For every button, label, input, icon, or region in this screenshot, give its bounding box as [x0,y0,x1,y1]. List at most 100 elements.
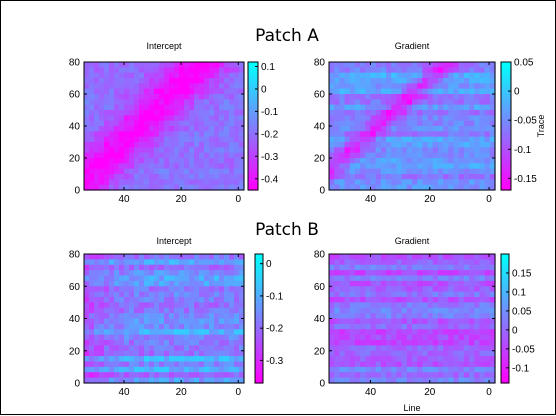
heatmap-cell [354,163,361,170]
heatmap-cell [189,142,195,148]
heatmap-cell [479,377,486,384]
heatmap-cell [224,313,230,320]
heatmap-cell [154,356,160,363]
heatmap-cell [469,318,475,325]
heatmap-cell [149,302,155,309]
heatmap-cell [453,254,460,260]
heatmap-cell [204,126,210,132]
heatmap-cell [375,104,382,111]
heatmap-cell [194,168,200,175]
heatmap-cell [114,254,120,260]
heatmap-cell [329,184,335,191]
heatmap-cell [339,334,346,341]
heatmap-cell [139,94,145,100]
heatmap-cell [89,323,95,330]
heatmap-cell [159,152,165,159]
y-tick-label: 40 [314,314,326,325]
colorbar-swatch [248,71,258,76]
heatmap-cell [432,254,439,260]
heatmap-cell [443,291,449,298]
heatmap-cell [99,94,105,100]
heatmap-cell [396,88,403,95]
heatmap-cell [139,291,145,298]
heatmap-cell [174,270,180,277]
heatmap-cell [224,340,230,346]
heatmap-cell [154,99,160,106]
heatmap-cell [375,361,382,368]
heatmap-cell [209,329,215,336]
heatmap-cell [234,329,240,336]
heatmap-cell [89,110,95,116]
heatmap-cell [458,67,465,74]
heatmap-cell [422,361,429,368]
heatmap-cell [119,83,125,90]
heatmap-cell [219,318,225,325]
heatmap-cell [199,62,205,68]
colorbar-swatch [255,344,263,349]
heatmap-cell [194,72,200,79]
heatmap-cell [396,142,403,148]
heatmap-cell [344,280,351,287]
heatmap-cell [169,83,175,90]
heatmap-cell [354,179,361,186]
heatmap-cell [396,179,403,186]
colorbar-swatch [501,113,511,117]
heatmap-cell [422,136,429,143]
heatmap-cell [164,323,170,330]
heatmap-cell [458,340,465,346]
heatmap-cell [344,372,351,379]
heatmap-cell [129,264,135,271]
heatmap-cell [489,286,496,293]
heatmap-cell [154,142,160,148]
heatmap-cell [344,286,351,293]
heatmap-cell [339,110,346,116]
colorbar-tick-label: -0.1 [261,107,279,118]
heatmap-cell [224,158,230,164]
heatmap-cell [479,275,486,282]
heatmap-cell [129,168,135,175]
heatmap-cell [84,329,90,336]
heatmap-cell [329,377,335,384]
colorbar-swatch [501,129,511,133]
heatmap-cell [149,259,155,266]
heatmap-cell [375,72,382,79]
heatmap-cell [386,259,392,266]
heatmap-cell [448,163,455,170]
heatmap-cell [489,291,496,298]
heatmap-cell [432,350,439,357]
heatmap-cell [339,356,346,363]
heatmap-cell [164,361,170,368]
heatmap-cell [365,366,372,373]
heatmap-cell [427,356,434,363]
heatmap-cell [214,318,220,325]
heatmap-cell [380,345,387,352]
heatmap-cell [109,131,115,138]
heatmap-cell [360,377,366,384]
heatmap-cell [339,340,346,346]
heatmap-cell [84,254,90,260]
heatmap-cell [391,318,398,325]
heatmap-cell [139,88,145,95]
heatmap-cell [204,152,210,159]
heatmap-cell [401,345,408,352]
heatmap-cell [199,291,205,298]
colorbar-swatch [248,138,258,143]
heatmap-cell [204,340,210,346]
heatmap-cell [204,78,210,84]
heatmap-cell [84,259,90,266]
heatmap-cell [443,67,449,74]
heatmap-cell [89,377,95,384]
heatmap-cell [354,62,361,68]
heatmap-cell [124,377,130,384]
heatmap-cell [489,307,496,314]
heatmap-cell [396,286,403,293]
heatmap-cell [89,168,95,175]
heatmap-cell [401,115,408,122]
heatmap-cell [469,297,475,303]
heatmap-cell [219,286,225,293]
heatmap-cell [219,270,225,277]
heatmap-cell [391,345,398,352]
heatmap-cell [214,184,220,191]
heatmap-cell [448,264,455,271]
heatmap-cell [109,334,115,341]
